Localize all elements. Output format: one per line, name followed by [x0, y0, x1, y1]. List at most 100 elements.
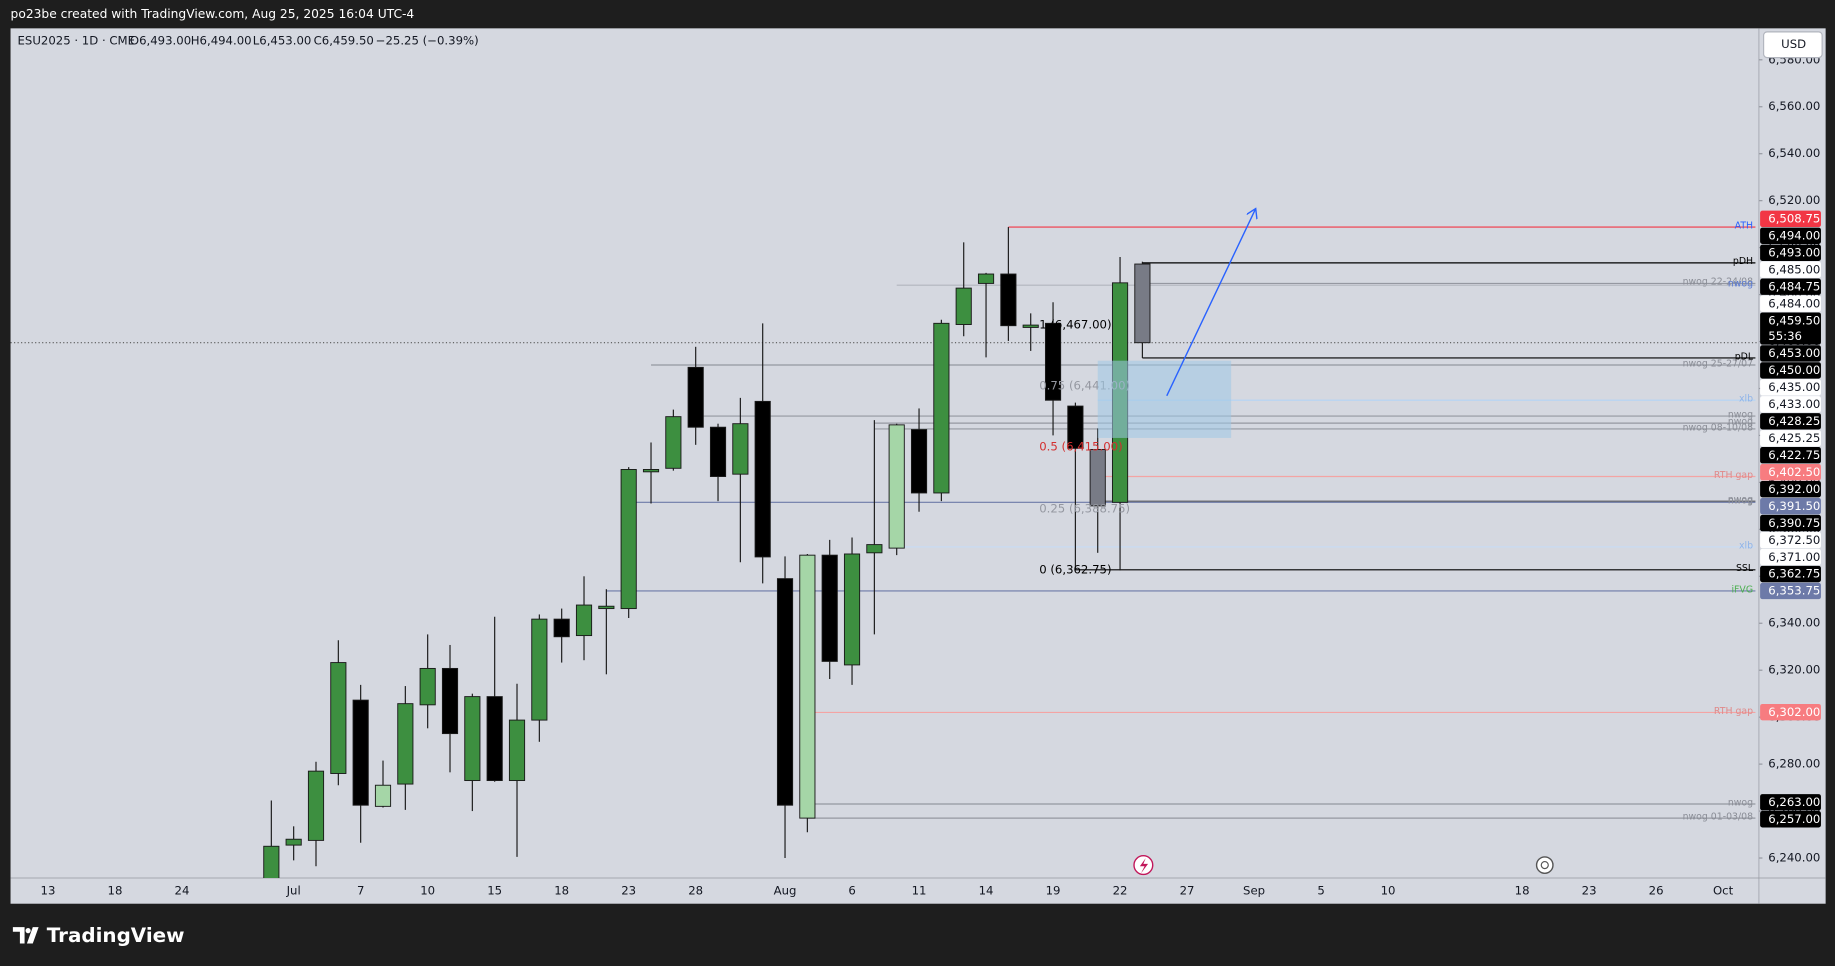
candle-body [843, 553, 861, 666]
candle-body [910, 429, 928, 494]
legend: ESU2025 · 1D · CME O6,493.00 H6,494.00 L… [18, 34, 479, 48]
fib-label: 0.5 (6,415.00) [1039, 440, 1122, 454]
logo-dot [25, 928, 31, 934]
legend-high: H6,494.00 [191, 34, 252, 48]
price-label: 6,371.00 [1768, 550, 1820, 564]
level-label: nwog [1728, 409, 1753, 420]
price-label: 6,493.00 [1768, 246, 1820, 260]
price-label-bg [1760, 312, 1821, 345]
price-label-bg [1760, 210, 1821, 228]
projection-arrow [1166, 209, 1256, 397]
level-label: nwog [1728, 494, 1753, 505]
x-tick-label: 10 [1381, 883, 1396, 897]
x-tick-label: 18 [1515, 883, 1530, 897]
candle-body [1134, 263, 1151, 344]
level-label: xlb [1739, 394, 1753, 405]
candle-body [799, 554, 816, 819]
price-label-bg [1760, 548, 1821, 566]
y-tick-label: 6,340.00 [1768, 616, 1820, 630]
price-label: 6,422.75 [1768, 448, 1820, 462]
logo-text: TradingView [47, 924, 185, 947]
price-label: 6,392.00 [1768, 482, 1820, 496]
price-labels: 6,508.75 6,494.00 6,493.00 6,485.00 6,484.75… [1760, 210, 1821, 828]
fib-label: 0.25 (6,388.75) [1039, 501, 1130, 515]
currency-button[interactable] [1763, 31, 1823, 59]
level-label: pDL [1735, 351, 1754, 362]
price-label: 6,390.75 [1768, 516, 1820, 530]
level-label: SSL [1736, 563, 1754, 574]
zone-box [1097, 360, 1232, 438]
candle-body [977, 273, 995, 284]
price-label-bg [1760, 295, 1821, 312]
candle-body [709, 426, 727, 477]
price-label: 6,435.00 [1768, 380, 1820, 394]
candle-body [486, 696, 503, 782]
legend-low: L6,453.00 [253, 34, 312, 48]
currency-label: USD [1781, 37, 1806, 51]
price-label-bg [1760, 227, 1821, 244]
candle-body [732, 423, 749, 475]
candle-body [933, 322, 950, 494]
fib-labels: 1 (6,467.00)0.75 (6,441.00)0.5 (6,415.00… [1039, 318, 1130, 577]
price-label: 6,302.00 [1768, 705, 1820, 719]
price-label: 6,428.25 [1768, 414, 1820, 428]
level-label: nwog 08-10/08 [1683, 422, 1754, 433]
x-tick-label: Jul [286, 883, 301, 897]
price-label: 6,362.75 [1768, 567, 1820, 581]
price-label: 6,485.00 [1768, 262, 1820, 276]
price-label: 6,459.50 [1768, 313, 1820, 327]
x-tick-label: Aug [774, 883, 797, 897]
x-tick-label: 11 [912, 883, 927, 897]
price-label-bg [1760, 531, 1821, 549]
price-label: 6,484.75 [1768, 279, 1820, 293]
candle-body [888, 424, 905, 549]
candle-body [575, 604, 593, 637]
price-label-bg [1760, 447, 1821, 464]
price-label-bg [1760, 379, 1821, 396]
candle-body [687, 366, 704, 428]
logo-mark [12, 927, 39, 944]
price-label: 6,494.00 [1768, 229, 1820, 243]
candle-body [307, 770, 325, 841]
level-label: ATH [1735, 220, 1753, 231]
x-tick-label: 18 [554, 883, 569, 897]
candle-body [776, 578, 794, 806]
price-label: 6,402.50 [1768, 465, 1820, 479]
level-label: RTH gap [1714, 470, 1753, 481]
candle-body [1000, 273, 1017, 327]
x-tick-label: 13 [41, 883, 56, 897]
candle-body [531, 618, 548, 721]
candle-body [754, 400, 771, 558]
price-label: 6,508.75 [1768, 212, 1820, 226]
y-tick-label: 6,280.00 [1768, 757, 1820, 771]
countdown: 55:36 [1768, 329, 1802, 343]
fib-label: 1 (6,467.00) [1039, 318, 1111, 332]
level-label: nwog [1728, 279, 1753, 290]
candle-body [508, 719, 526, 782]
price-label: 6,450.00 [1768, 363, 1820, 377]
price-label-bg [1760, 703, 1821, 721]
level-label: iFVG [1731, 584, 1753, 595]
price-label-bg [1760, 514, 1821, 532]
x-tick-label: 15 [487, 883, 502, 897]
candle-body [642, 469, 660, 473]
y-tick-label: 6,560.00 [1768, 99, 1820, 113]
price-label: 6,372.50 [1768, 533, 1820, 547]
price-label-bg [1760, 278, 1821, 295]
level-label: xlb [1739, 540, 1753, 551]
legend-close: C6,459.50 [314, 34, 374, 48]
x-tick-label: 23 [621, 883, 636, 897]
candle-body [553, 618, 570, 638]
candle-body [1067, 405, 1084, 449]
candle-body [441, 667, 459, 735]
x-tick-label: 24 [175, 883, 190, 897]
level-label: nwog 25-27/07 [1683, 358, 1754, 369]
price-label: 6,263.00 [1768, 795, 1820, 809]
level-label: nwog [1728, 416, 1753, 427]
event-icon[interactable] [1535, 856, 1554, 874]
candles [263, 227, 1151, 878]
level-label: RTH gap [1714, 706, 1753, 717]
candle-body [330, 662, 347, 774]
level-label: nwog 22-24/08 [1683, 277, 1754, 288]
